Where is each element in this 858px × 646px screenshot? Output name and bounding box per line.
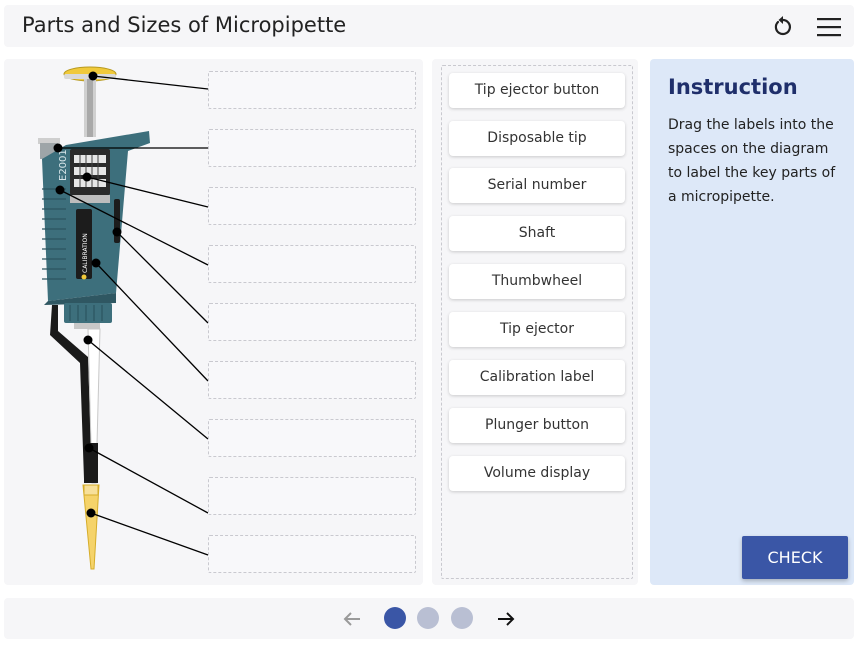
instruction-panel: Instruction Drag the labels into the spa…	[650, 59, 854, 585]
label-chip-plunger-button[interactable]: Plunger button	[449, 408, 625, 443]
label-chip-tip-ejector-button[interactable]: Tip ejector button	[449, 73, 625, 108]
drop-zone-2[interactable]	[208, 129, 416, 167]
drop-zone-6[interactable]	[208, 361, 416, 399]
calibration-text: CALIBRATION	[82, 233, 89, 273]
pagination-bar	[4, 598, 854, 639]
drop-zone-5[interactable]	[208, 303, 416, 341]
drop-zone-1[interactable]	[208, 71, 416, 109]
page-dot-2[interactable]	[417, 607, 439, 629]
header-bar: Parts and Sizes of Micropipette	[4, 5, 854, 47]
drop-zone-7[interactable]	[208, 419, 416, 457]
label-chip-thumbwheel[interactable]: Thumbwheel	[449, 264, 625, 299]
label-chip-tip-ejector[interactable]: Tip ejector	[449, 312, 625, 347]
drop-zone-8[interactable]	[208, 477, 416, 515]
label-chip-calibration-label[interactable]: Calibration label	[449, 360, 625, 395]
instruction-text: Drag the labels into the spaces on the d…	[668, 117, 836, 205]
label-chip-shaft[interactable]: Shaft	[449, 216, 625, 251]
hamburger-menu-icon[interactable]	[816, 14, 842, 40]
drop-zone-9[interactable]	[208, 535, 416, 573]
labels-tray[interactable]: Tip ejector button Disposable tip Serial…	[441, 65, 633, 579]
instruction-title: Instruction	[668, 75, 798, 99]
serial-number-text: E2001	[58, 149, 69, 181]
drop-zone-4[interactable]	[208, 245, 416, 283]
drop-zone-3[interactable]	[208, 187, 416, 225]
label-chip-disposable-tip[interactable]: Disposable tip	[449, 121, 625, 156]
label-chip-serial-number[interactable]: Serial number	[449, 168, 625, 203]
label-chip-volume-display[interactable]: Volume display	[449, 456, 625, 491]
check-button[interactable]: CHECK	[742, 536, 848, 579]
micropipette-diagram: E2001 CALIBRATION	[38, 66, 209, 570]
arrow-right-icon[interactable]	[494, 607, 518, 631]
diagram-panel: E2001 CALIBRATION	[4, 59, 423, 585]
arrow-left-icon[interactable]	[340, 607, 364, 631]
labels-panel: Tip ejector button Disposable tip Serial…	[432, 59, 638, 585]
page-dot-3[interactable]	[451, 607, 473, 629]
reset-icon[interactable]	[770, 14, 796, 40]
page-title: Parts and Sizes of Micropipette	[22, 13, 347, 37]
page-dot-1[interactable]	[384, 607, 406, 629]
